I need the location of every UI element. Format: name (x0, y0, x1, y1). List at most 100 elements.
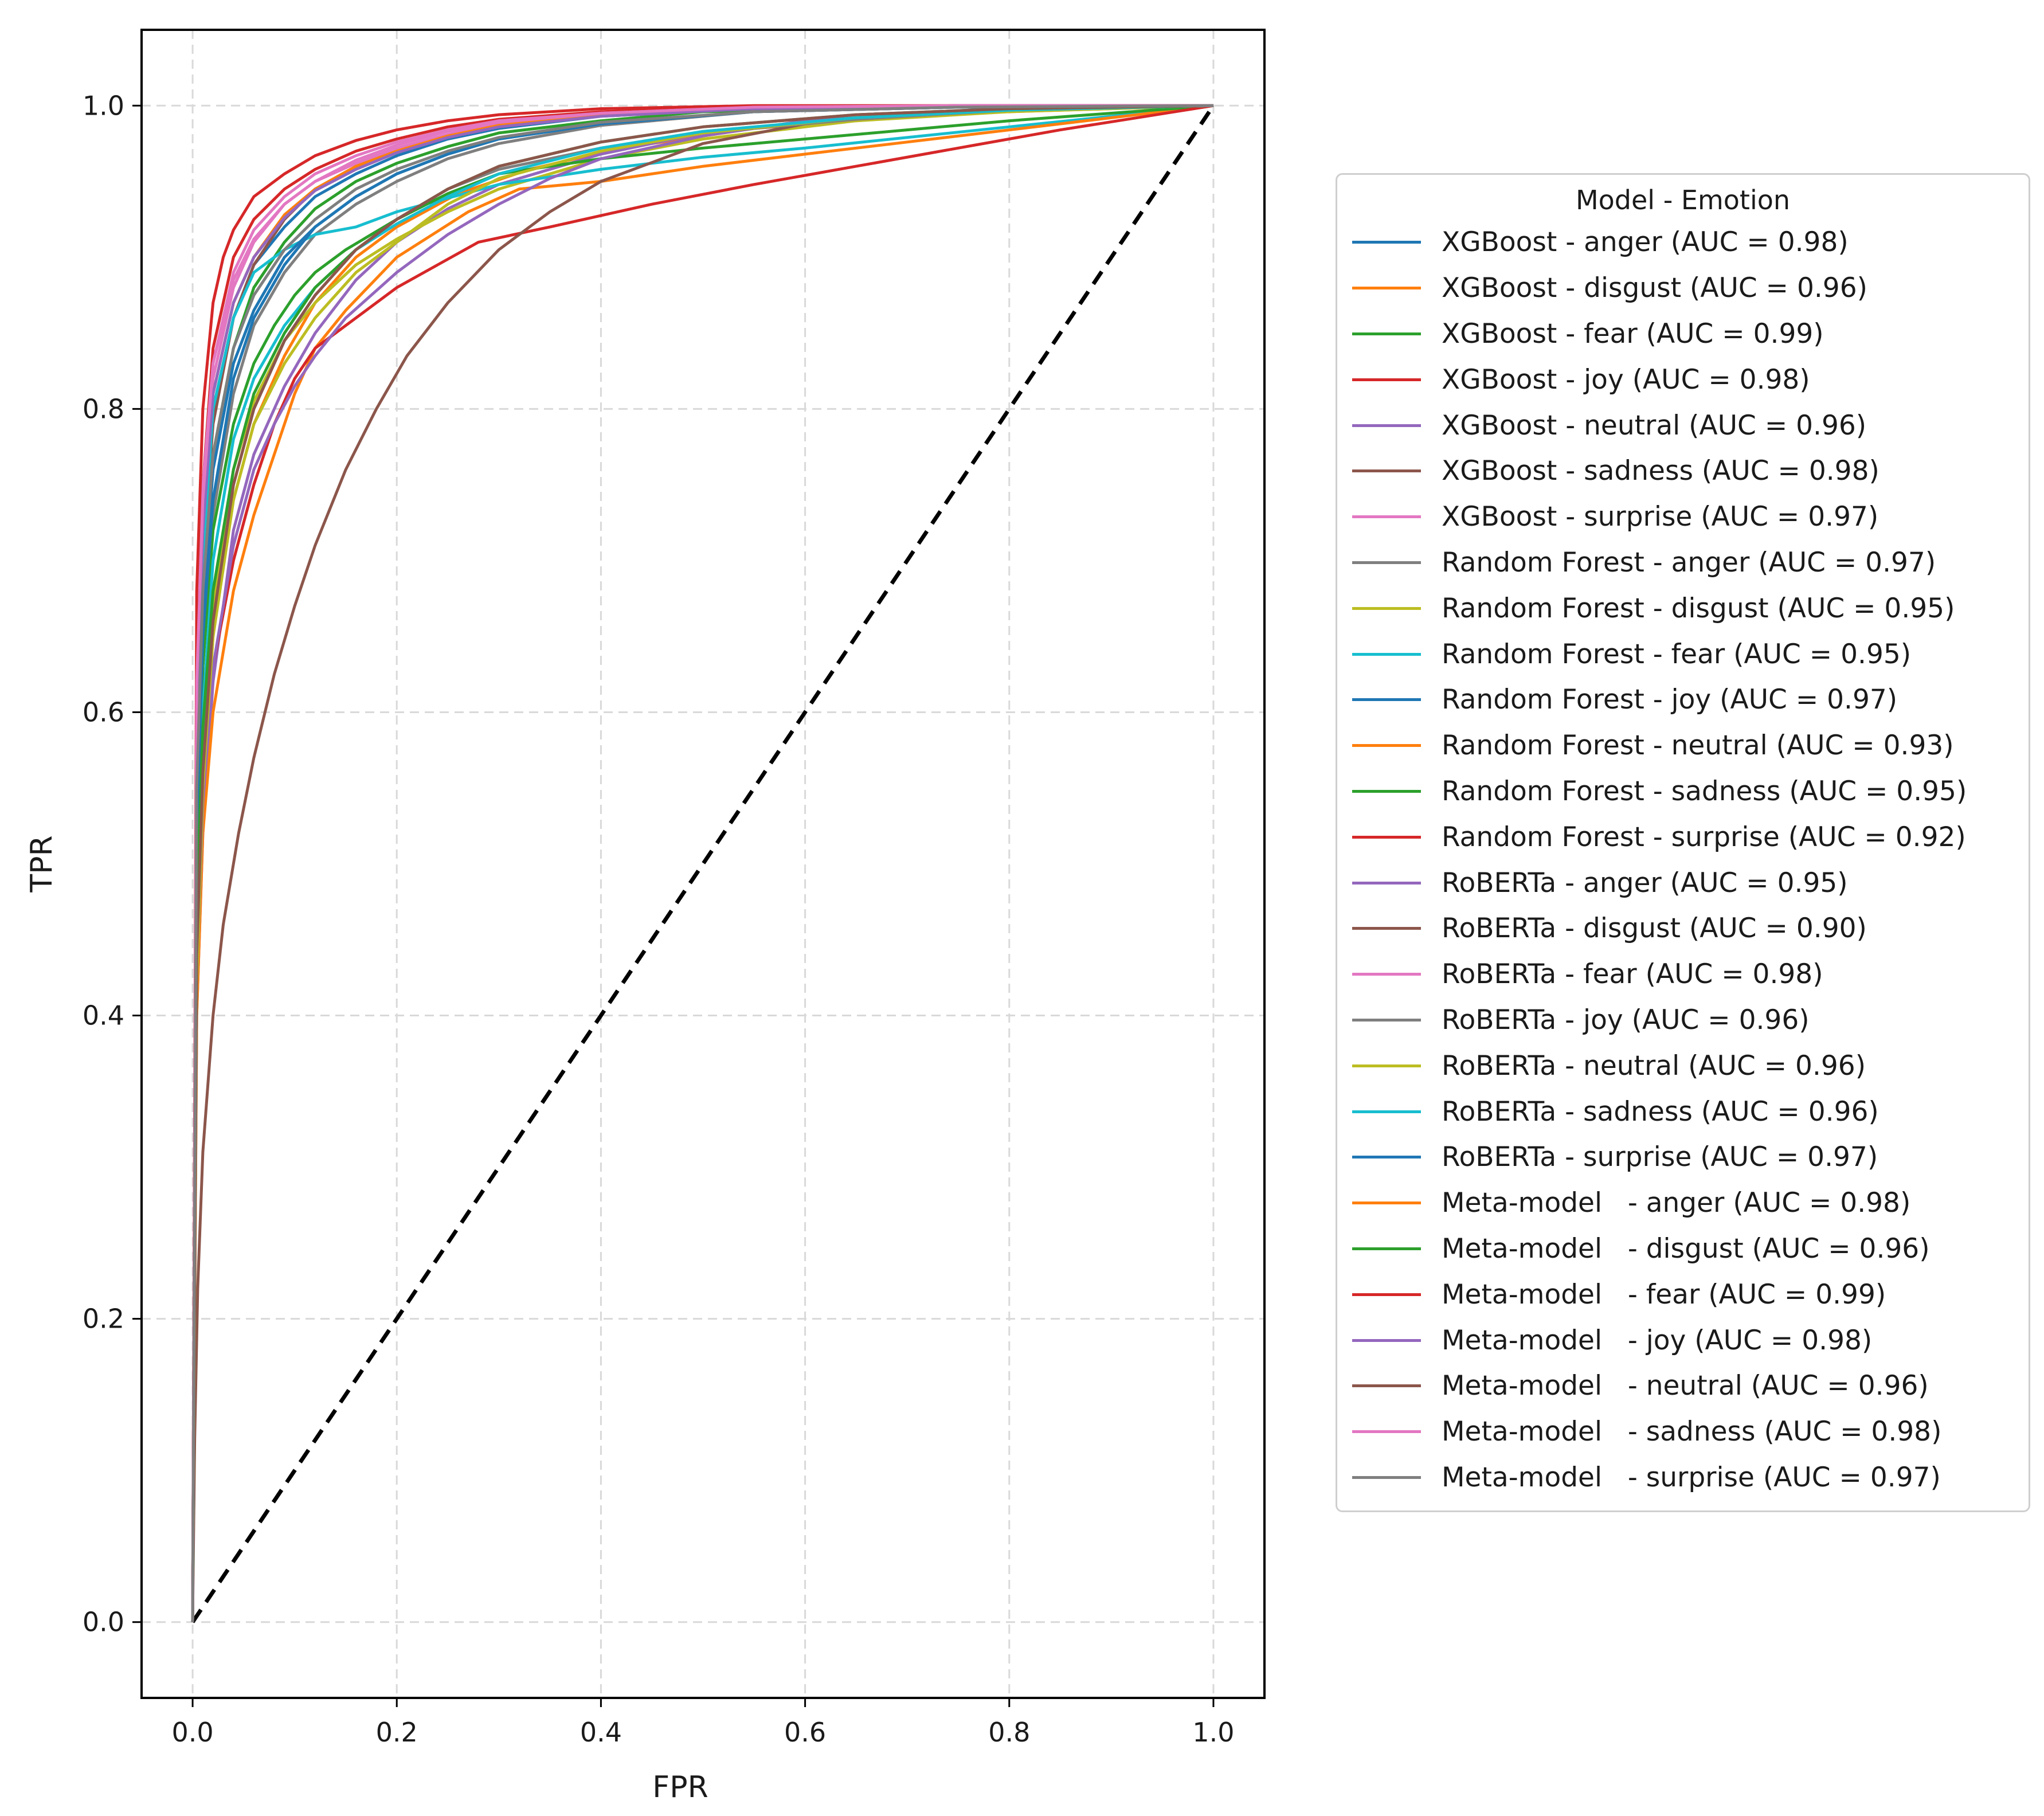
legend-entry: RoBERTa - neutral (AUC = 0.96) (1352, 1043, 2014, 1089)
y-axis-label: TPR (25, 835, 59, 893)
legend-swatch (1352, 332, 1421, 335)
legend-label: XGBoost - fear (AUC = 0.99) (1442, 318, 1824, 350)
legend-label: Meta-model - sadness (AUC = 0.98) (1442, 1416, 1942, 1448)
roc-curve-26 (191, 104, 1214, 1622)
legend-swatch (1352, 1201, 1421, 1205)
legend-entry: Meta-model - anger (AUC = 0.98) (1352, 1180, 2014, 1226)
roc-curve-12 (191, 104, 1214, 1622)
legend-label: Meta-model - surprise (AUC = 0.97) (1442, 1461, 1941, 1493)
x-tick-label: 0.2 (376, 1717, 418, 1748)
roc-curve-25 (191, 104, 1213, 1622)
roc-curve-28 (191, 104, 1214, 1622)
legend-label: Random Forest - sadness (AUC = 0.95) (1442, 775, 1967, 807)
legend-entry: RoBERTa - joy (AUC = 0.96) (1352, 997, 2014, 1043)
legend-label: RoBERTa - surprise (AUC = 0.97) (1442, 1141, 1878, 1173)
legend-label: Meta-model - anger (AUC = 0.98) (1442, 1187, 1911, 1219)
legend-entry: Meta-model - fear (AUC = 0.99) (1352, 1271, 2014, 1317)
legend-swatch (1352, 744, 1421, 747)
y-tick-label: 0.0 (83, 1607, 124, 1638)
legend-entry: RoBERTa - disgust (AUC = 0.90) (1352, 906, 2014, 952)
legend-label: XGBoost - neutral (AUC = 0.96) (1442, 409, 1867, 441)
legend-swatch (1352, 1293, 1421, 1296)
legend-entry: Random Forest - sadness (AUC = 0.95) (1352, 769, 2014, 815)
legend-entry: RoBERTa - surprise (AUC = 0.97) (1352, 1134, 2014, 1180)
legend-swatch (1352, 652, 1421, 656)
legend-title: Model - Emotion (1575, 185, 1791, 216)
legend-entry: Meta-model - neutral (AUC = 0.96) (1352, 1363, 2014, 1409)
legend-swatch (1352, 424, 1421, 427)
legend-swatch (1352, 1018, 1421, 1022)
legend-swatch (1352, 561, 1421, 564)
legend-entry: XGBoost - sadness (AUC = 0.98) (1352, 448, 2014, 494)
legend-label: RoBERTa - anger (AUC = 0.95) (1442, 867, 1848, 899)
x-tick-label: 0.0 (171, 1717, 213, 1748)
x-tick-label: 0.6 (784, 1717, 826, 1748)
legend-swatch (1352, 1064, 1421, 1067)
legend-label: Random Forest - joy (AUC = 0.97) (1442, 684, 1898, 716)
legend-label: RoBERTa - neutral (AUC = 0.96) (1442, 1050, 1866, 1082)
legend-entries: XGBoost - anger (AUC = 0.98) XGBoost - di… (1352, 220, 2014, 1500)
roc-curve-27 (191, 104, 1213, 1622)
legend-entry: Random Forest - neutral (AUC = 0.93) (1352, 723, 2014, 769)
legend-swatch (1352, 515, 1421, 519)
legend-entry: XGBoost - disgust (AUC = 0.96) (1352, 265, 2014, 311)
legend-swatch (1352, 1430, 1421, 1434)
y-tick-label: 0.4 (83, 1000, 124, 1031)
roc-curve-16 (191, 104, 1214, 1622)
legend-label: Meta-model - joy (AUC = 0.98) (1442, 1324, 1873, 1356)
legend-swatch (1352, 973, 1421, 976)
x-axis-label: FPR (652, 1770, 708, 1805)
y-tick-label: 0.2 (83, 1304, 124, 1334)
legend-label: RoBERTa - joy (AUC = 0.96) (1442, 1004, 1810, 1036)
legend-label: Random Forest - fear (AUC = 0.95) (1442, 638, 1912, 670)
chance-diagonal-line (191, 104, 1215, 1623)
legend-swatch (1352, 698, 1421, 702)
legend-swatch (1352, 606, 1421, 610)
legend-swatch (1352, 1247, 1421, 1250)
legend-label: XGBoost - surprise (AUC = 0.97) (1442, 501, 1879, 533)
legend-swatch (1352, 789, 1421, 793)
x-tick-label: 0.4 (580, 1717, 622, 1748)
legend-entry: Meta-model - disgust (AUC = 0.96) (1352, 1226, 2014, 1272)
legend-swatch (1352, 287, 1421, 290)
legend-entry: XGBoost - fear (AUC = 0.99) (1352, 311, 2014, 357)
legend-label: Random Forest - surprise (AUC = 0.92) (1442, 821, 1966, 853)
legend: Model - Emotion XGBoost - anger (AUC = 0… (1336, 173, 2030, 1512)
series-layer (191, 104, 1214, 1622)
legend-label: XGBoost - sadness (AUC = 0.98) (1442, 455, 1879, 487)
diagonal-layer (191, 104, 1215, 1623)
legend-label: Meta-model - neutral (AUC = 0.96) (1442, 1370, 1929, 1402)
legend-label: XGBoost - disgust (AUC = 0.96) (1442, 272, 1867, 304)
legend-swatch (1352, 835, 1421, 839)
legend-swatch (1352, 1384, 1421, 1388)
legend-entry: Random Forest - fear (AUC = 0.95) (1352, 631, 2014, 677)
legend-label: RoBERTa - disgust (AUC = 0.90) (1442, 913, 1867, 945)
legend-entry: Random Forest - disgust (AUC = 0.95) (1352, 585, 2014, 631)
legend-swatch (1352, 1476, 1421, 1479)
legend-entry: Random Forest - anger (AUC = 0.97) (1352, 540, 2014, 586)
legend-swatch (1352, 469, 1421, 473)
y-tick-label: 0.6 (83, 696, 124, 727)
legend-swatch (1352, 927, 1421, 930)
legend-entry: XGBoost - neutral (AUC = 0.96) (1352, 402, 2014, 448)
legend-entry: RoBERTa - sadness (AUC = 0.96) (1352, 1089, 2014, 1134)
axes-frame (140, 29, 1266, 1699)
x-tick-label: 1.0 (1192, 1717, 1234, 1748)
legend-swatch (1352, 881, 1421, 884)
legend-label: XGBoost - joy (AUC = 0.98) (1442, 363, 1810, 396)
legend-label: Random Forest - neutral (AUC = 0.93) (1442, 730, 1954, 762)
legend-entry: RoBERTa - fear (AUC = 0.98) (1352, 952, 2014, 997)
roc-curve-13 (191, 104, 1214, 1622)
legend-entry: Random Forest - surprise (AUC = 0.92) (1352, 814, 2014, 860)
tick-layer: 0.0 0.2 0.4 0.6 0.8 1.0 0.0 0.2 0.4 0.6 0.8 1.0 (83, 90, 1235, 1748)
legend-entry: Random Forest - joy (AUC = 0.97) (1352, 677, 2014, 723)
legend-entry: Meta-model - surprise (AUC = 0.97) (1352, 1455, 2014, 1501)
y-tick-label: 0.8 (83, 393, 124, 424)
legend-entry: XGBoost - joy (AUC = 0.98) (1352, 357, 2014, 402)
legend-swatch (1352, 1110, 1421, 1113)
roc-curve-10 (191, 104, 1214, 1622)
legend-label: Random Forest - anger (AUC = 0.97) (1442, 546, 1936, 578)
legend-label: RoBERTa - sadness (AUC = 0.96) (1442, 1095, 1879, 1128)
y-tick-label: 1.0 (83, 90, 124, 121)
